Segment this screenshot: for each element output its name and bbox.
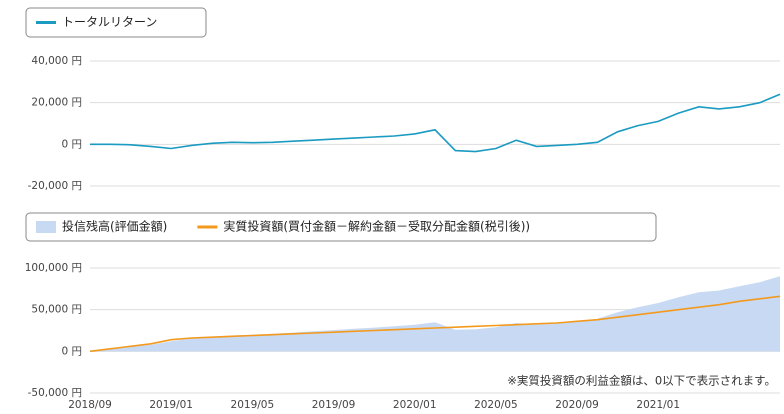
y-tick-label: -50,000 円 <box>28 387 82 399</box>
x-tick-label: 2019/01 <box>149 399 193 411</box>
y-tick-label: 100,000 円 <box>25 262 82 274</box>
legend-swatch <box>36 221 56 233</box>
y-tick-label: 20,000 円 <box>31 97 82 109</box>
x-tick-label: 2020/01 <box>393 399 437 411</box>
x-tick-label: 2019/09 <box>312 399 356 411</box>
line <box>89 295 781 353</box>
line <box>90 93 781 153</box>
x-tick-label: 2018/09 <box>68 399 112 411</box>
legend-box <box>25 7 207 38</box>
x-tick-label: 2021/01 <box>636 399 680 411</box>
x-tick-label: 2020/09 <box>555 399 599 411</box>
note: ※実質投資額の利益金額は、0以下で表示されます。 <box>507 374 776 388</box>
legend-label: トータルリターン <box>62 15 157 29</box>
y-tick-label: 0 円 <box>61 138 82 150</box>
y-tick-label: 50,000 円 <box>31 304 82 316</box>
legend-box <box>25 212 657 242</box>
legend-label: 投信残高(評価金額) <box>62 219 167 234</box>
x-tick-label: 2019/05 <box>231 399 275 411</box>
y-tick-label: -20,000 円 <box>28 180 82 192</box>
legend-label: 実質投資額(買付金額－解約金額－受取分配金額(税引後)) <box>223 219 530 234</box>
y-tick-label: 40,000 円 <box>31 55 82 67</box>
x-tick-label: 2020/05 <box>474 399 518 411</box>
area <box>90 276 780 352</box>
y-tick-label: 0 円 <box>61 345 82 357</box>
